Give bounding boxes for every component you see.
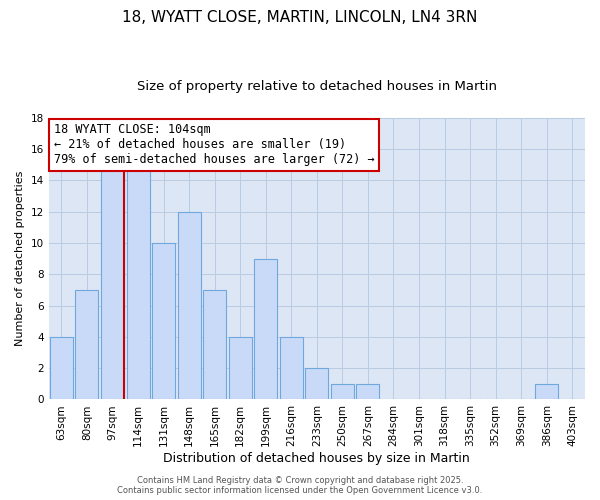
- Bar: [280, 337, 303, 400]
- Bar: [152, 243, 175, 400]
- Bar: [356, 384, 379, 400]
- Bar: [50, 337, 73, 400]
- Text: 18 WYATT CLOSE: 104sqm
← 21% of detached houses are smaller (19)
79% of semi-det: 18 WYATT CLOSE: 104sqm ← 21% of detached…: [54, 124, 374, 166]
- Bar: [203, 290, 226, 400]
- Bar: [229, 337, 252, 400]
- Bar: [101, 164, 124, 400]
- Bar: [331, 384, 354, 400]
- Bar: [254, 258, 277, 400]
- Title: Size of property relative to detached houses in Martin: Size of property relative to detached ho…: [137, 80, 497, 93]
- Text: Contains HM Land Registry data © Crown copyright and database right 2025.
Contai: Contains HM Land Registry data © Crown c…: [118, 476, 482, 495]
- Bar: [76, 290, 98, 400]
- Bar: [305, 368, 328, 400]
- Bar: [535, 384, 558, 400]
- Y-axis label: Number of detached properties: Number of detached properties: [15, 171, 25, 346]
- Bar: [127, 164, 149, 400]
- Text: 18, WYATT CLOSE, MARTIN, LINCOLN, LN4 3RN: 18, WYATT CLOSE, MARTIN, LINCOLN, LN4 3R…: [122, 10, 478, 25]
- Bar: [178, 212, 200, 400]
- X-axis label: Distribution of detached houses by size in Martin: Distribution of detached houses by size …: [163, 452, 470, 465]
